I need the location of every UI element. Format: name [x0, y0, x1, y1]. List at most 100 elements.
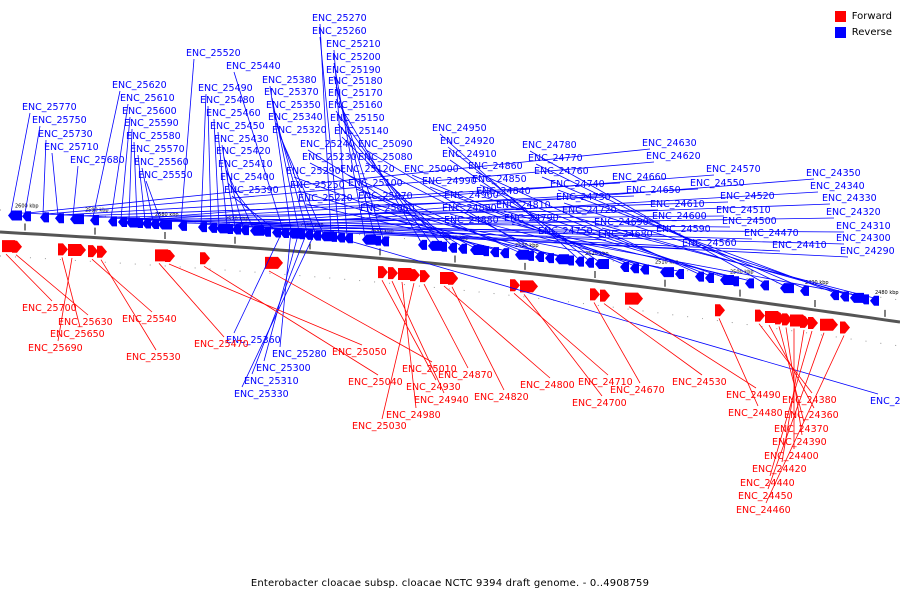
forward-gene [782, 313, 792, 326]
forward-leader [423, 283, 469, 369]
reverse-leader [207, 105, 212, 225]
forward-leader [758, 323, 813, 394]
reverse-gene-label: ENC_25730 [38, 129, 93, 140]
reverse-gene [695, 271, 704, 282]
reverse-gene-label: ENC_25440 [226, 61, 281, 72]
reverse-swatch [834, 26, 846, 38]
reverse-gene-label: ENC_24860 [468, 161, 523, 172]
reverse-gene [240, 225, 249, 236]
forward-leader [57, 257, 73, 342]
reverse-gene-label: ENC_24350 [806, 168, 861, 179]
forward-gene [590, 288, 600, 301]
reverse-gene-label: ENC_25550 [138, 170, 193, 181]
reverse-gene [490, 247, 499, 258]
reverse-leader [92, 90, 121, 218]
reverse-gene [640, 264, 649, 275]
reverse-gene-label: ENC_24340 [810, 181, 865, 192]
forward-gene-label: ENC_24710 [578, 377, 633, 388]
reverse-gene-label: ENC_25490 [198, 83, 253, 94]
reverse-leader [365, 149, 539, 255]
forward-gene [265, 256, 283, 269]
forward-leader [381, 283, 415, 420]
reverse-gene-label: ENC_25390 [224, 185, 279, 196]
reverse-gene-label: ENC_25370 [264, 87, 319, 98]
reverse-gene-label: ENC_24690 [594, 217, 649, 228]
reverse-gene-label: ENC_24500 [722, 216, 777, 227]
forward-leader [778, 326, 805, 423]
legend: Forward Reverse [834, 8, 892, 40]
reverse-gene-label: ENC_25420 [216, 146, 271, 157]
reverse-leader [251, 231, 308, 375]
reverse-gene-label: ENC_25520 [186, 48, 241, 59]
forward-gene [200, 252, 210, 265]
reverse-gene-label: ENC_24600 [652, 211, 707, 222]
reverse-leader [252, 227, 845, 233]
lower-guide [0, 255, 900, 347]
reverse-gene [745, 278, 754, 289]
reverse-gene-label: ENC_25160 [328, 100, 383, 111]
reverse-gene-label: ENC_24840 [476, 186, 531, 197]
reverse-gene-label: ENC_24320 [826, 207, 881, 218]
reverse-gene [448, 242, 457, 253]
forward-gene-label: ENC_24380 [782, 395, 837, 406]
forward-gene-label: ENC_24980 [386, 410, 441, 421]
forward-leader [603, 303, 703, 376]
forward-gene [388, 267, 398, 280]
reverse-gene-label: ENC_25450 [210, 121, 265, 132]
reverse-leader [120, 116, 131, 220]
reverse-gene-label: ENC_24760 [534, 166, 589, 177]
reverse-gene [730, 276, 739, 287]
reverse-gene [22, 211, 31, 222]
tick-label: 2510 kbp [655, 260, 679, 266]
reverse-gene-label: ENC_25190 [326, 65, 381, 76]
reverse-gene-label: ENC_25070 [358, 191, 413, 202]
reverse-leader [24, 125, 41, 214]
reverse-label: Reverse [851, 26, 892, 38]
reverse-gene-label: ENC_24960 [444, 190, 499, 201]
forward-gene-label: ENC_24800 [520, 380, 575, 391]
reverse-leader [42, 139, 47, 215]
forward-gene [800, 315, 810, 328]
reverse-gene-label: ENC_25220 [298, 193, 353, 204]
reverse-gene [418, 239, 427, 250]
reverse-gene-label: ENC_25090 [358, 139, 413, 150]
forward-gene-label: ENC_25030 [352, 421, 407, 432]
reverse-leader [225, 169, 254, 228]
reverse-gene [565, 255, 574, 266]
reverse-gene [362, 234, 376, 245]
reverse-gene [142, 218, 151, 229]
reverse-leader [242, 217, 835, 228]
reverse-leader [367, 213, 569, 258]
reverse-gene-label: ENC_24990 [422, 176, 477, 187]
reverse-gene-label: ENC_25680 [70, 155, 125, 166]
reverse-gene [328, 231, 337, 242]
reverse-gene-label: ENC_25140 [334, 126, 389, 137]
reverse-gene-label: ENC_25350 [266, 100, 321, 111]
reverse-gene-label: ENC_24650 [626, 185, 681, 196]
reverse-gene [134, 217, 143, 228]
genome-caption: Enterobacter cloacae subsp. cloacae NCTC… [250, 578, 650, 589]
reverse-gene [304, 229, 313, 240]
reverse-gene-label: ENC_25570 [130, 144, 185, 155]
reverse-gene [344, 233, 353, 244]
reverse-gene [372, 235, 381, 246]
reverse-gene-label: ENC_25280 [272, 349, 327, 360]
reverse-gene [250, 225, 264, 236]
reverse-gene-label: ENC_25460 [206, 108, 261, 119]
reverse-leader [145, 180, 162, 222]
reverse-gene-label: ENC_25180 [328, 76, 383, 87]
reverse-leader [42, 161, 655, 215]
reverse-gene-label: ENC_24890 [442, 203, 497, 214]
reverse-leader [233, 71, 284, 231]
forward-gene-label: ENC_25700 [22, 303, 77, 314]
reverse-gene-label: ENC_25270 [312, 13, 367, 24]
reverse-gene [262, 226, 271, 237]
reverse-leader [128, 174, 715, 220]
forward-gene [820, 318, 838, 331]
reverse-gene-label: ENC_24310 [836, 221, 891, 232]
reverse-gene-label: ENC_25430 [214, 134, 269, 145]
reverse-gene-label: ENC_24570 [706, 164, 761, 175]
reverse-leader [273, 110, 308, 233]
reverse-gene-label: ENC_24290 [840, 246, 895, 257]
reverse-leader [279, 230, 292, 348]
